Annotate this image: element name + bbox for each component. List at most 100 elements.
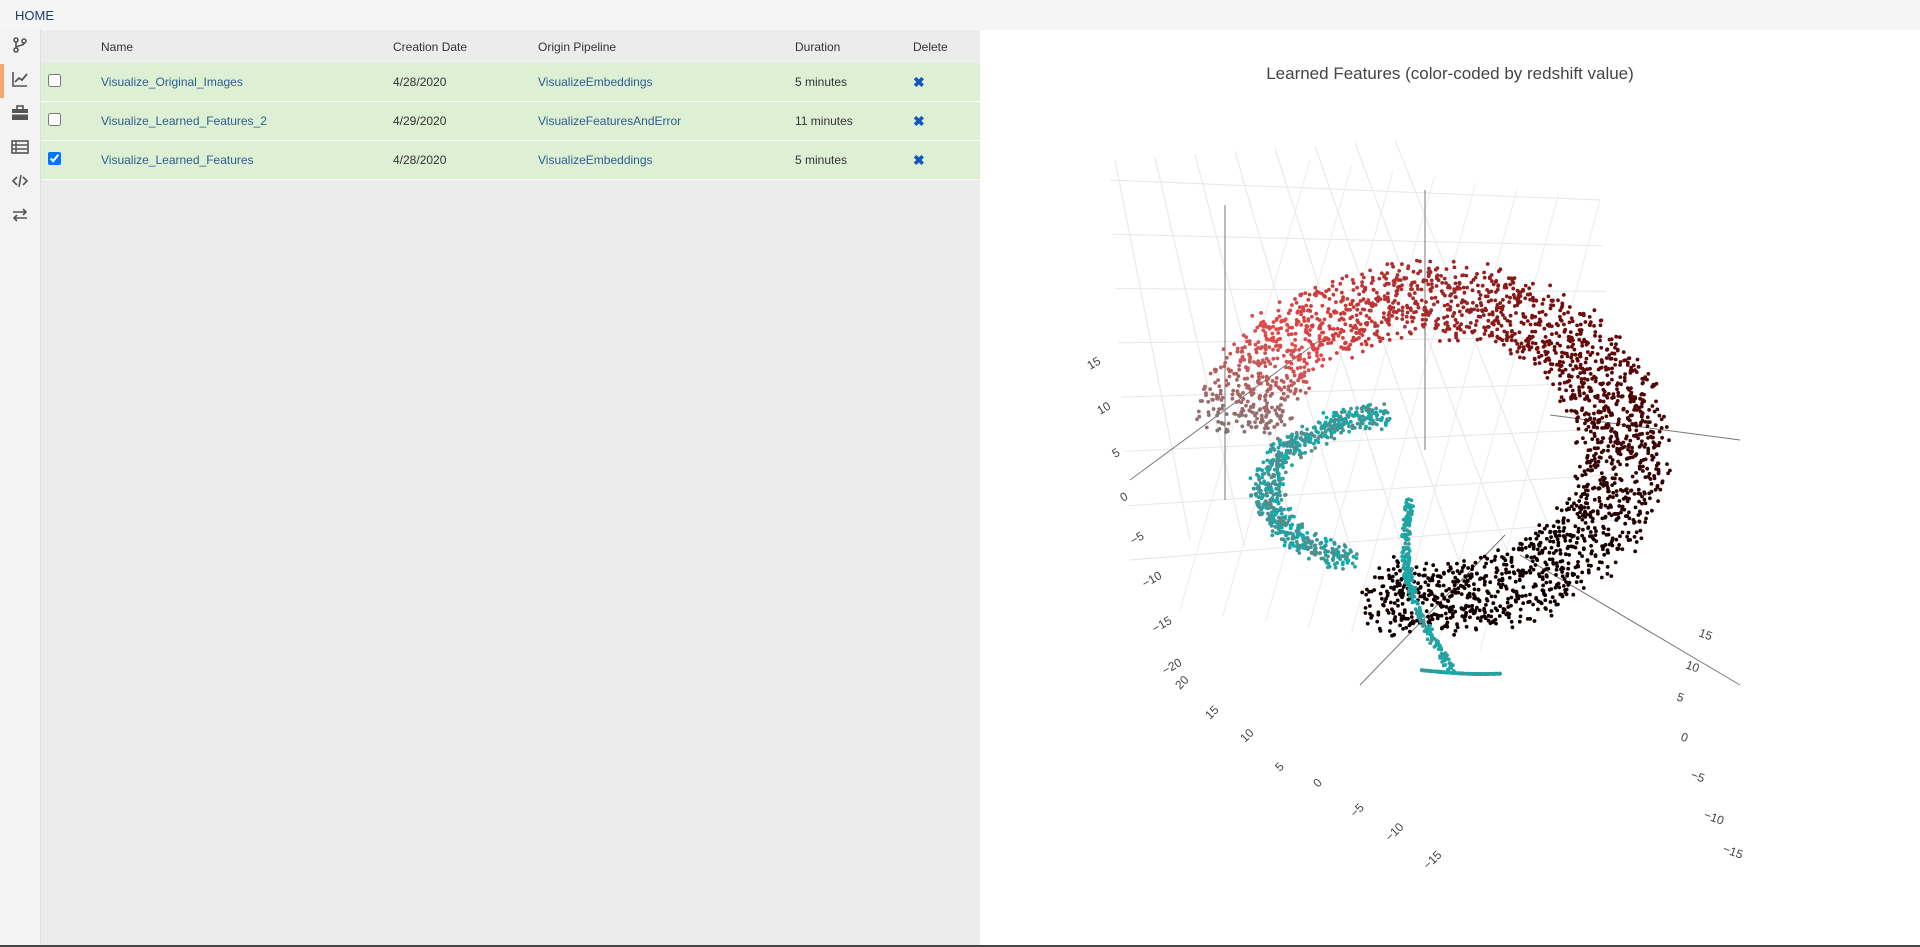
scatter-point — [1529, 345, 1534, 350]
sidebar-item-tools[interactable] — [0, 98, 40, 132]
scatter-point — [1321, 357, 1326, 362]
scatter-point — [1457, 281, 1462, 286]
scatter-point — [1639, 536, 1644, 541]
scatter-point — [1514, 311, 1518, 315]
sidebar-item-datasets[interactable] — [0, 132, 40, 166]
visualization-name-link[interactable]: Visualize_Learned_Features_2 — [101, 114, 267, 128]
scatter-point — [1364, 313, 1369, 318]
scatter-point — [1569, 504, 1574, 509]
duration-column-header[interactable]: Duration — [795, 30, 913, 63]
scatter-point — [1436, 323, 1440, 327]
3d-scatter-plot[interactable]: 151050−5−10−15−2020151050−5−10−15151050−… — [980, 30, 1920, 947]
visualization-name-link[interactable]: Visualize_Learned_Features — [101, 153, 254, 167]
scatter-point — [1545, 523, 1549, 528]
scatter-point — [1313, 543, 1317, 548]
scatter-point — [1593, 533, 1598, 537]
scatter-point — [1495, 327, 1500, 332]
scatter-point — [1299, 455, 1303, 460]
scatter-point — [1241, 391, 1245, 395]
scatter-point — [1482, 582, 1487, 587]
scatter-point — [1467, 325, 1472, 330]
sidebar-item-pipelines[interactable] — [0, 30, 40, 64]
table-row[interactable]: Visualize_Learned_Features_2 4/29/2020 V… — [41, 101, 980, 141]
scatter-point — [1240, 413, 1244, 417]
scatter-point — [1634, 471, 1638, 475]
scatter-point — [1495, 568, 1500, 573]
scatter-point — [1562, 322, 1566, 327]
scatter-point — [1528, 570, 1533, 575]
scatter-point — [1576, 529, 1581, 534]
scatter-point — [1302, 365, 1307, 369]
plot-panel: 15 10 5 0 −5 −10 −15 −20 20 15 10 5 0 −5 −10 −15 15 10 5 0−… — [980, 30, 1920, 947]
row-checkbox[interactable] — [48, 152, 61, 165]
creation-date-column-header[interactable]: Creation Date — [393, 30, 538, 63]
scatter-point — [1582, 412, 1587, 417]
sidebar-item-code[interactable] — [0, 166, 40, 200]
sidebar-item-transfers[interactable] — [0, 200, 40, 234]
scatter-point — [1409, 611, 1414, 615]
scatter-point — [1581, 436, 1585, 441]
scatter-point — [1406, 590, 1411, 594]
scatter-point — [1536, 533, 1541, 538]
scatter-point — [1573, 352, 1578, 357]
delete-icon[interactable]: ✖ — [913, 112, 925, 129]
scatter-point — [1369, 303, 1374, 308]
scatter-point — [1352, 338, 1357, 343]
scatter-point — [1543, 598, 1548, 602]
origin-pipeline-column-header[interactable]: Origin Pipeline — [538, 30, 795, 63]
delete-column-header: Delete — [913, 30, 980, 63]
scatter-point — [1476, 672, 1480, 676]
scatter-point — [1655, 407, 1660, 412]
scatter-point — [1558, 373, 1562, 378]
scatter-point — [1313, 446, 1317, 450]
scatter-point — [1592, 374, 1596, 379]
scatter-point — [1368, 402, 1372, 407]
scatter-point — [1422, 629, 1427, 633]
delete-icon[interactable]: ✖ — [913, 151, 925, 168]
scatter-point — [1650, 453, 1654, 458]
origin-pipeline-link[interactable]: VisualizeEmbeddings — [538, 75, 653, 89]
scatter-point — [1485, 294, 1490, 299]
scatter-point — [1457, 309, 1462, 314]
scatter-point — [1609, 429, 1613, 433]
sidebar-item-visualizations[interactable] — [0, 64, 40, 98]
scatter-point — [1534, 596, 1539, 600]
visualization-name-link[interactable]: Visualize_Original_Images — [101, 75, 243, 89]
table-row[interactable]: Visualize_Original_Images 4/28/2020 Visu… — [41, 63, 980, 102]
scatter-point — [1307, 556, 1311, 561]
row-checkbox[interactable] — [48, 74, 61, 87]
scatter-point — [1604, 459, 1609, 464]
origin-pipeline-link[interactable]: VisualizeFeaturesAndError — [538, 114, 682, 128]
origin-pipeline-link[interactable]: VisualizeEmbeddings — [538, 153, 653, 167]
table-row[interactable]: Visualize_Learned_Features 4/28/2020 Vis… — [41, 140, 980, 180]
scatter-point — [1498, 584, 1503, 589]
scatter-point — [1635, 357, 1640, 362]
scatter-point — [1469, 307, 1473, 312]
home-link[interactable]: HOME — [15, 8, 54, 23]
scatter-point — [1609, 541, 1614, 545]
scatter-point — [1615, 347, 1620, 352]
scatter-point — [1282, 397, 1287, 401]
scatter-point — [1429, 614, 1434, 618]
scatter-point — [1302, 374, 1307, 378]
scatter-point — [1326, 307, 1331, 311]
scatter-point — [1498, 301, 1503, 305]
scatter-point — [1513, 598, 1518, 602]
scatter-point — [1227, 374, 1232, 379]
scatter-point — [1646, 420, 1651, 424]
scatter-point — [1442, 596, 1447, 601]
scatter-point — [1616, 459, 1620, 464]
scatter-point — [1599, 382, 1604, 387]
scatter-point — [1532, 357, 1537, 362]
name-column-header[interactable]: Name — [101, 30, 393, 63]
scatter-point — [1264, 466, 1269, 471]
delete-icon[interactable]: ✖ — [913, 73, 925, 90]
scatter-point — [1242, 357, 1246, 362]
scatter-point — [1640, 501, 1644, 506]
scatter-point — [1439, 274, 1443, 278]
scatter-point — [1603, 503, 1608, 508]
scatter-point — [1588, 513, 1593, 518]
scatter-point — [1577, 515, 1582, 520]
scatter-point — [1448, 594, 1452, 599]
row-checkbox[interactable] — [48, 113, 61, 126]
